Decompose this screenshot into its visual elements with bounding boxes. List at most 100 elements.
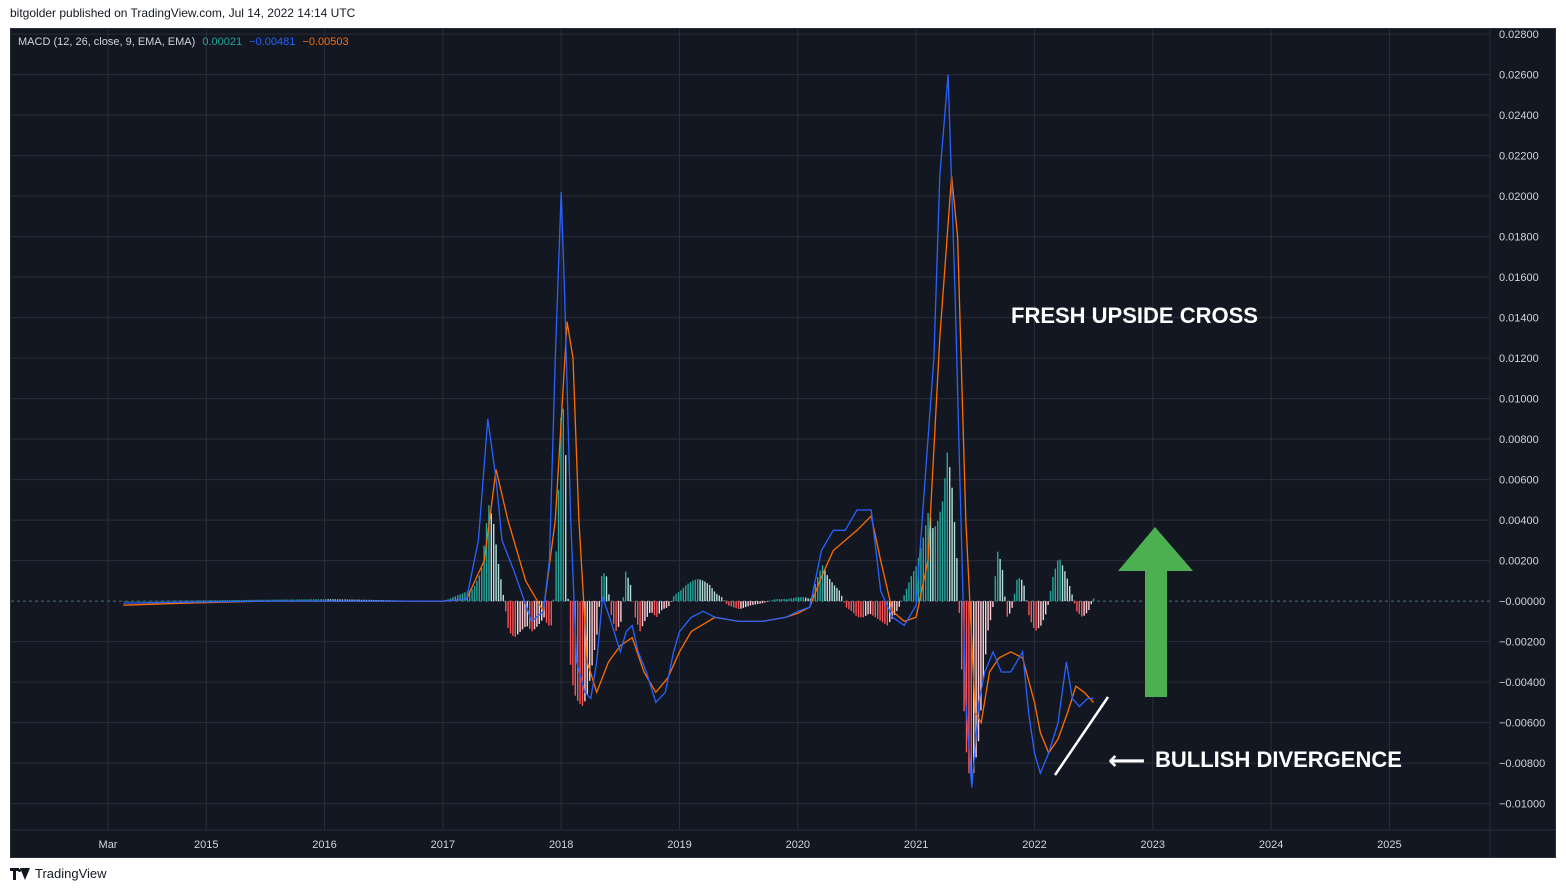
histogram-bar bbox=[277, 599, 279, 602]
histogram-bar bbox=[464, 592, 466, 602]
histogram-bar bbox=[1081, 601, 1083, 617]
histogram-bar bbox=[548, 601, 550, 626]
histogram-bar bbox=[709, 584, 711, 602]
histogram-bar bbox=[473, 586, 476, 602]
histogram-bar bbox=[281, 599, 284, 602]
histogram-bar bbox=[574, 601, 577, 696]
histogram-bar bbox=[785, 599, 788, 602]
histogram-bar bbox=[922, 537, 925, 602]
histogram-bar bbox=[296, 599, 298, 602]
histogram-bar bbox=[771, 600, 773, 602]
histogram-bar bbox=[1045, 601, 1047, 615]
histogram-bar bbox=[706, 583, 709, 602]
histogram-bar bbox=[567, 598, 569, 602]
histogram-bar bbox=[939, 511, 941, 602]
histogram-bar bbox=[212, 600, 214, 602]
histogram-bar bbox=[1011, 601, 1013, 608]
histogram-bar bbox=[154, 600, 157, 602]
chart-frame[interactable] bbox=[10, 28, 1556, 858]
histogram-bar bbox=[601, 576, 603, 602]
y-tick-label: 0.02400 bbox=[1499, 110, 1539, 122]
histogram-bar bbox=[248, 599, 250, 602]
x-tick-label: 2018 bbox=[549, 839, 573, 851]
histogram-bar bbox=[243, 599, 245, 602]
histogram-bar bbox=[872, 601, 874, 616]
histogram-bar bbox=[1009, 601, 1011, 614]
histogram-bar bbox=[284, 599, 286, 602]
histogram-bar bbox=[329, 599, 332, 602]
x-tick-label: Mar bbox=[99, 839, 118, 851]
histogram-bar bbox=[586, 601, 589, 695]
histogram-bar bbox=[183, 600, 185, 602]
histogram-bar bbox=[325, 599, 327, 602]
histogram-bar bbox=[841, 595, 843, 602]
histogram-bar bbox=[569, 601, 572, 665]
histogram-bar bbox=[1018, 578, 1021, 602]
histogram-bar bbox=[596, 601, 598, 635]
histogram-bar bbox=[361, 599, 363, 602]
histogram-bar bbox=[613, 601, 615, 624]
histogram-bar bbox=[123, 601, 125, 602]
legend-indicator-label: MACD (12, 26, close, 9, EMA, EMA) bbox=[18, 36, 195, 48]
histogram-bar bbox=[1049, 590, 1052, 602]
histogram-bar bbox=[265, 599, 267, 602]
histogram-bar bbox=[845, 601, 848, 608]
histogram-bar bbox=[1061, 565, 1064, 602]
histogram-bar bbox=[745, 601, 747, 608]
histogram-bar bbox=[617, 601, 620, 627]
histogram-bar bbox=[989, 601, 992, 621]
histogram-bar bbox=[224, 600, 226, 602]
x-axis-ticks: Mar 2015 2016 2017 2018 2019 2020 2021 2022 2023 2… bbox=[99, 839, 1402, 851]
histogram-bar bbox=[788, 598, 790, 602]
histogram-bar bbox=[178, 600, 181, 602]
histogram-bar bbox=[1035, 601, 1037, 631]
histogram-bar bbox=[826, 575, 829, 602]
histogram-bar bbox=[982, 601, 985, 681]
histogram-bar bbox=[514, 601, 517, 637]
histogram-bar bbox=[449, 598, 452, 602]
histogram-bar bbox=[541, 601, 543, 621]
y-tick-label: 0.01200 bbox=[1499, 353, 1539, 365]
histogram-bar bbox=[622, 597, 625, 602]
histogram-bar bbox=[987, 601, 989, 631]
histogram-bar bbox=[1052, 576, 1054, 602]
histogram-bar bbox=[805, 597, 807, 602]
histogram-bar bbox=[135, 601, 137, 602]
histogram-bar bbox=[646, 601, 649, 617]
svg-text:MACD (12, 26, close, 9, EMA, E: MACD (12, 26, close, 9, EMA, EMA) 0.0002… bbox=[18, 36, 349, 48]
histogram-bar bbox=[202, 600, 205, 602]
tradingview-brand[interactable]: TradingView bbox=[10, 866, 107, 881]
histogram-bar bbox=[965, 601, 968, 753]
histogram-bar bbox=[663, 601, 665, 609]
histogram-bar bbox=[536, 601, 538, 627]
left-arrow-icon: ⟵ bbox=[1108, 746, 1145, 776]
histogram-bar bbox=[867, 601, 869, 615]
grid-lines bbox=[11, 28, 1556, 857]
histogram-bar bbox=[877, 601, 879, 619]
histogram-bar bbox=[478, 575, 481, 602]
histogram-bar bbox=[742, 601, 745, 608]
histogram-bar bbox=[701, 580, 704, 602]
histogram-bar bbox=[593, 601, 596, 651]
y-tick-label: 0.00600 bbox=[1499, 475, 1539, 487]
histogram-bar bbox=[901, 600, 903, 602]
histogram-bar bbox=[181, 600, 183, 602]
histogram-bar bbox=[903, 595, 905, 602]
histogram-bar bbox=[1076, 601, 1078, 612]
histogram-bar bbox=[553, 599, 555, 602]
histogram-bar bbox=[735, 601, 737, 609]
histogram-bar bbox=[509, 601, 512, 634]
histogram-bar bbox=[838, 590, 841, 602]
histogram-bar bbox=[747, 601, 749, 607]
histogram-bar bbox=[968, 601, 970, 774]
histogram-bar bbox=[140, 600, 142, 602]
histogram-bar bbox=[500, 579, 502, 602]
histogram-bar bbox=[159, 600, 161, 602]
histogram-bar bbox=[884, 601, 886, 624]
histogram-bar bbox=[305, 599, 308, 602]
histogram-bar bbox=[625, 571, 627, 602]
histogram-bar bbox=[221, 600, 224, 602]
macd-series-line bbox=[123, 74, 1094, 788]
bullish-divergence-annotation: BULLISH DIVERGENCE bbox=[1155, 747, 1402, 772]
